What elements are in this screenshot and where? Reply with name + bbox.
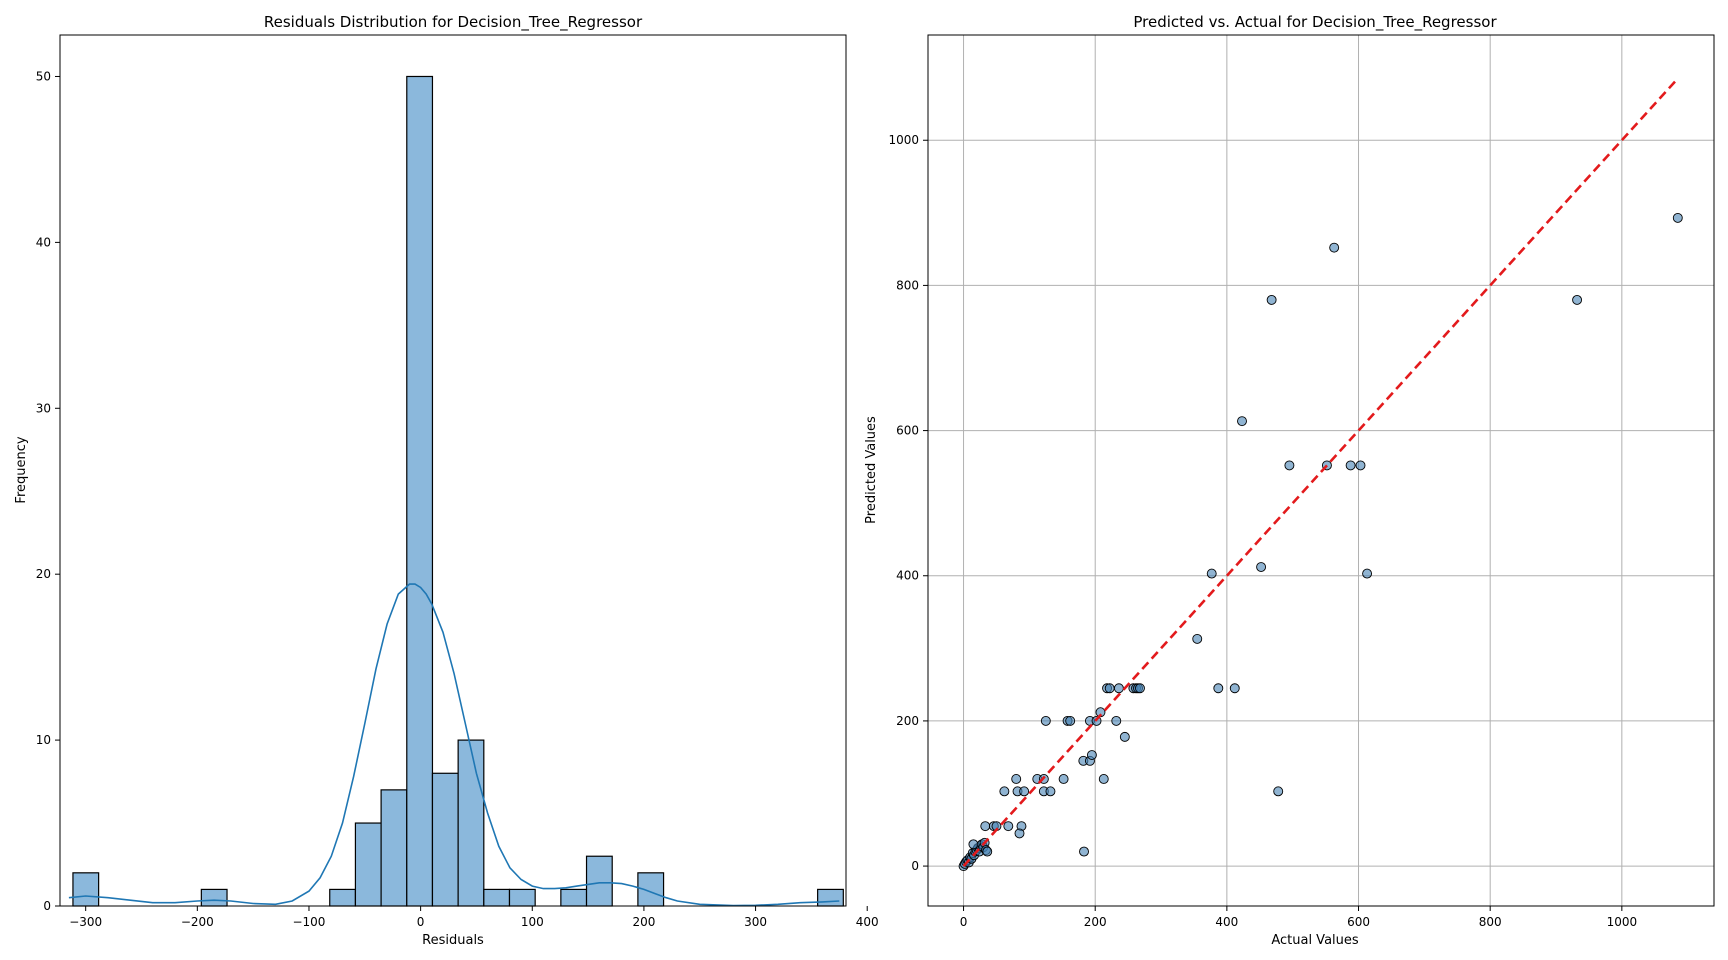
scatter-points (958, 212, 1683, 872)
histogram-x-axis-label: Residuals (422, 933, 484, 948)
scatter-grid (928, 35, 1714, 906)
histogram-y-axis-label: Frequency (14, 436, 29, 503)
histogram-bar (200, 888, 228, 907)
scatter-x-axis-label: Actual Values (1271, 933, 1359, 948)
scatter-point (999, 786, 1010, 797)
histogram-bar (560, 888, 588, 907)
scatter-point (1284, 460, 1295, 471)
scatter-point (980, 821, 991, 832)
scatter-point (1192, 633, 1203, 644)
scatter-point (1003, 821, 1014, 832)
histogram-bar (406, 75, 434, 907)
x-tick-label: −200 (181, 915, 214, 929)
x-tick-label: 800 (1479, 915, 1502, 929)
residuals-histogram-panel: Residuals Distribution for Decision_Tree… (14, 13, 879, 948)
scatter-x-ticks: 0 200 400 600 800 1000 (960, 906, 1637, 929)
scatter-point (1058, 774, 1069, 784)
y-tick-label: 50 (36, 69, 51, 83)
x-tick-label: 600 (1347, 915, 1370, 929)
x-tick-label: −300 (69, 915, 102, 929)
x-tick-label: −100 (292, 915, 325, 929)
y-tick-label: 0 (43, 899, 51, 913)
scatter-point (1237, 416, 1247, 427)
histogram-bar (483, 888, 511, 907)
scatter-point (1213, 683, 1224, 694)
scatter-point (1040, 715, 1051, 726)
histogram-bar (354, 822, 382, 907)
y-tick-label: 1000 (888, 133, 919, 147)
histogram-title: Residuals Distribution for Decision_Tree… (264, 13, 643, 32)
y-tick-label: 200 (896, 714, 919, 728)
y-tick-label: 0 (911, 859, 919, 873)
scatter-point (1065, 715, 1076, 726)
scatter-point (1011, 774, 1022, 784)
scatter-point (1098, 774, 1109, 784)
scatter-point (982, 846, 993, 857)
scatter-point (1355, 460, 1366, 471)
scatter-point (1019, 786, 1030, 797)
x-tick-label: 0 (417, 915, 425, 929)
reference-line (962, 77, 1679, 867)
histogram-bar (585, 855, 613, 907)
histogram-bar (329, 888, 357, 907)
x-tick-label: 0 (960, 915, 968, 929)
kde-curve (68, 583, 840, 907)
scatter-point (1206, 568, 1217, 579)
x-tick-label: 300 (744, 915, 767, 929)
y-tick-label: 10 (36, 733, 51, 747)
histogram-bar (508, 888, 536, 907)
scatter-point (1266, 294, 1277, 305)
scatter-y-axis-label: Predicted Values (864, 416, 879, 524)
y-tick-label: 40 (36, 235, 51, 249)
histogram-x-ticks: −300 −200 −100 0 100 200 300 400 (69, 906, 879, 929)
histogram-bars (72, 75, 844, 907)
scatter-point (1119, 731, 1130, 742)
x-tick-label: 100 (521, 915, 544, 929)
y-tick-label: 30 (36, 401, 51, 415)
x-tick-label: 400 (1215, 915, 1238, 929)
predicted-vs-actual-panel: Predicted vs. Actual for Decision_Tree_R… (864, 13, 1715, 948)
x-tick-label: 200 (632, 915, 655, 929)
x-tick-label: 1000 (1607, 915, 1638, 929)
scatter-y-ticks: 0 200 400 600 800 1000 (888, 133, 928, 873)
y-tick-label: 800 (896, 278, 919, 292)
x-tick-label: 400 (856, 915, 879, 929)
scatter-point (1135, 683, 1145, 694)
histogram-bar (380, 789, 408, 907)
scatter-point (1113, 683, 1124, 694)
x-tick-label: 200 (1084, 915, 1107, 929)
histogram-bar (457, 739, 485, 907)
histogram-y-ticks: 0 10 20 30 40 50 (36, 69, 60, 913)
scatter-point (1104, 683, 1115, 694)
scatter-point (1014, 828, 1025, 839)
y-tick-label: 600 (896, 424, 919, 438)
scatter-point (1045, 786, 1056, 797)
scatter-point (968, 839, 979, 850)
y-tick-label: 400 (896, 569, 919, 583)
y-tick-label: 20 (36, 567, 51, 581)
scatter-point (1273, 786, 1284, 797)
histogram-axes-frame (59, 34, 847, 907)
histogram-bar (72, 872, 100, 907)
histogram-bar (817, 888, 844, 907)
scatter-point (1256, 562, 1267, 572)
scatter-point (1079, 846, 1089, 857)
scatter-point (1229, 683, 1240, 694)
histogram-bar (431, 772, 459, 907)
scatter-point (1572, 294, 1583, 305)
scatter-point (1086, 750, 1097, 760)
scatter-axes-frame (927, 34, 1715, 907)
scatter-point (1329, 242, 1340, 253)
scatter-point (1111, 715, 1122, 726)
scatter-point (1362, 568, 1373, 579)
scatter-title: Predicted vs. Actual for Decision_Tree_R… (1133, 13, 1497, 32)
scatter-point (1672, 212, 1683, 223)
scatter-point (1345, 460, 1356, 471)
